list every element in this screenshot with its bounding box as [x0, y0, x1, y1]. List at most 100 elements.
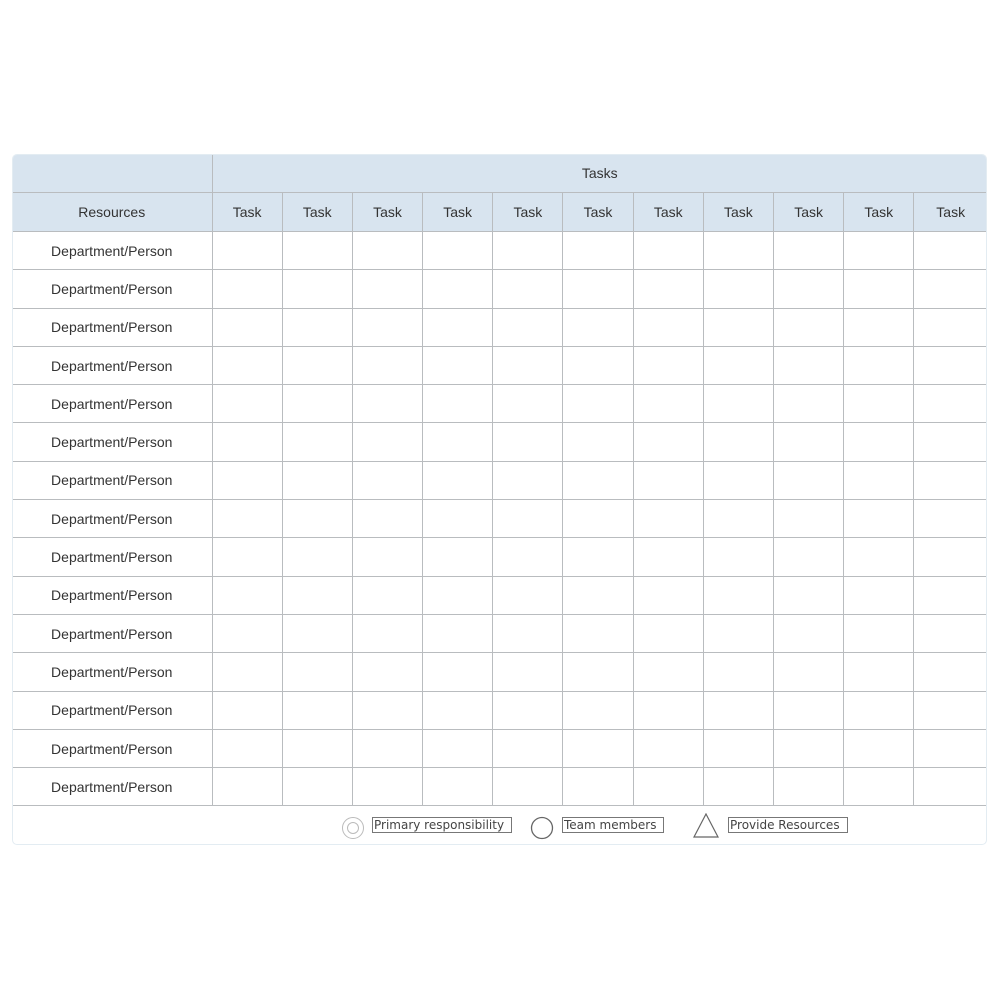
assignment-cell[interactable] — [562, 728, 634, 769]
assignment-cell[interactable] — [702, 690, 775, 730]
assignment-cell[interactable] — [492, 537, 564, 577]
assignment-cell[interactable] — [843, 652, 915, 692]
assignment-cell[interactable] — [913, 499, 986, 539]
assignment-cell[interactable] — [772, 230, 845, 271]
assignment-cell[interactable] — [492, 269, 564, 309]
assignment-cell[interactable] — [913, 575, 986, 615]
assignment-cell[interactable] — [632, 652, 704, 692]
assignment-cell[interactable] — [281, 460, 353, 501]
assignment-cell[interactable] — [913, 384, 986, 424]
assignment-cell[interactable] — [211, 728, 283, 769]
assignment-cell[interactable] — [913, 652, 986, 692]
assignment-cell[interactable] — [702, 537, 775, 577]
assignment-cell[interactable] — [211, 690, 283, 730]
assignment-cell[interactable] — [211, 460, 283, 501]
assignment-cell[interactable] — [632, 230, 704, 271]
assignment-cell[interactable] — [632, 767, 704, 807]
assignment-cell[interactable] — [422, 460, 494, 501]
assignment-cell[interactable] — [632, 690, 704, 730]
assignment-cell[interactable] — [211, 307, 283, 347]
assignment-cell[interactable] — [351, 499, 424, 539]
assignment-cell[interactable] — [632, 269, 704, 309]
assignment-cell[interactable] — [772, 613, 845, 654]
assignment-cell[interactable] — [702, 728, 775, 769]
assignment-cell[interactable] — [632, 575, 704, 615]
assignment-cell[interactable] — [702, 652, 775, 692]
assignment-cell[interactable] — [632, 422, 704, 462]
assignment-cell[interactable] — [913, 728, 986, 769]
assignment-cell[interactable] — [562, 537, 634, 577]
assignment-cell[interactable] — [422, 690, 494, 730]
assignment-cell[interactable] — [351, 728, 424, 769]
assignment-cell[interactable] — [562, 575, 634, 615]
assignment-cell[interactable] — [632, 460, 704, 501]
assignment-cell[interactable] — [702, 767, 775, 807]
assignment-cell[interactable] — [772, 767, 845, 807]
assignment-cell[interactable] — [211, 345, 283, 386]
assignment-cell[interactable] — [843, 422, 915, 462]
assignment-cell[interactable] — [843, 384, 915, 424]
assignment-cell[interactable] — [913, 460, 986, 501]
assignment-cell[interactable] — [913, 230, 986, 271]
assignment-cell[interactable] — [702, 307, 775, 347]
assignment-cell[interactable] — [702, 613, 775, 654]
assignment-cell[interactable] — [702, 269, 775, 309]
assignment-cell[interactable] — [562, 384, 634, 424]
assignment-cell[interactable] — [843, 728, 915, 769]
assignment-cell[interactable] — [351, 460, 424, 501]
assignment-cell[interactable] — [772, 307, 845, 347]
assignment-cell[interactable] — [211, 613, 283, 654]
assignment-cell[interactable] — [562, 613, 634, 654]
assignment-cell[interactable] — [843, 575, 915, 615]
assignment-cell[interactable] — [351, 537, 424, 577]
assignment-cell[interactable] — [562, 307, 634, 347]
assignment-cell[interactable] — [772, 345, 845, 386]
assignment-cell[interactable] — [422, 230, 494, 271]
assignment-cell[interactable] — [702, 575, 775, 615]
assignment-cell[interactable] — [351, 307, 424, 347]
assignment-cell[interactable] — [281, 537, 353, 577]
assignment-cell[interactable] — [351, 384, 424, 424]
assignment-cell[interactable] — [492, 422, 564, 462]
assignment-cell[interactable] — [632, 345, 704, 386]
assignment-cell[interactable] — [422, 307, 494, 347]
assignment-cell[interactable] — [422, 499, 494, 539]
assignment-cell[interactable] — [772, 690, 845, 730]
assignment-cell[interactable] — [492, 613, 564, 654]
assignment-cell[interactable] — [492, 575, 564, 615]
assignment-cell[interactable] — [422, 422, 494, 462]
assignment-cell[interactable] — [843, 345, 915, 386]
assignment-cell[interactable] — [281, 613, 353, 654]
assignment-cell[interactable] — [632, 537, 704, 577]
assignment-cell[interactable] — [281, 307, 353, 347]
assignment-cell[interactable] — [492, 652, 564, 692]
assignment-cell[interactable] — [281, 269, 353, 309]
assignment-cell[interactable] — [281, 499, 353, 539]
assignment-cell[interactable] — [422, 384, 494, 424]
assignment-cell[interactable] — [211, 575, 283, 615]
assignment-cell[interactable] — [772, 652, 845, 692]
assignment-cell[interactable] — [351, 269, 424, 309]
assignment-cell[interactable] — [843, 269, 915, 309]
assignment-cell[interactable] — [492, 499, 564, 539]
assignment-cell[interactable] — [772, 422, 845, 462]
assignment-cell[interactable] — [211, 537, 283, 577]
assignment-cell[interactable] — [281, 652, 353, 692]
assignment-cell[interactable] — [351, 422, 424, 462]
assignment-cell[interactable] — [913, 537, 986, 577]
assignment-cell[interactable] — [772, 460, 845, 501]
assignment-cell[interactable] — [422, 537, 494, 577]
assignment-cell[interactable] — [492, 307, 564, 347]
assignment-cell[interactable] — [843, 230, 915, 271]
assignment-cell[interactable] — [351, 575, 424, 615]
assignment-cell[interactable] — [351, 345, 424, 386]
assignment-cell[interactable] — [422, 269, 494, 309]
assignment-cell[interactable] — [422, 652, 494, 692]
assignment-cell[interactable] — [702, 384, 775, 424]
assignment-cell[interactable] — [492, 728, 564, 769]
assignment-cell[interactable] — [913, 269, 986, 309]
assignment-cell[interactable] — [913, 690, 986, 730]
assignment-cell[interactable] — [562, 460, 634, 501]
assignment-cell[interactable] — [211, 384, 283, 424]
assignment-cell[interactable] — [281, 767, 353, 807]
